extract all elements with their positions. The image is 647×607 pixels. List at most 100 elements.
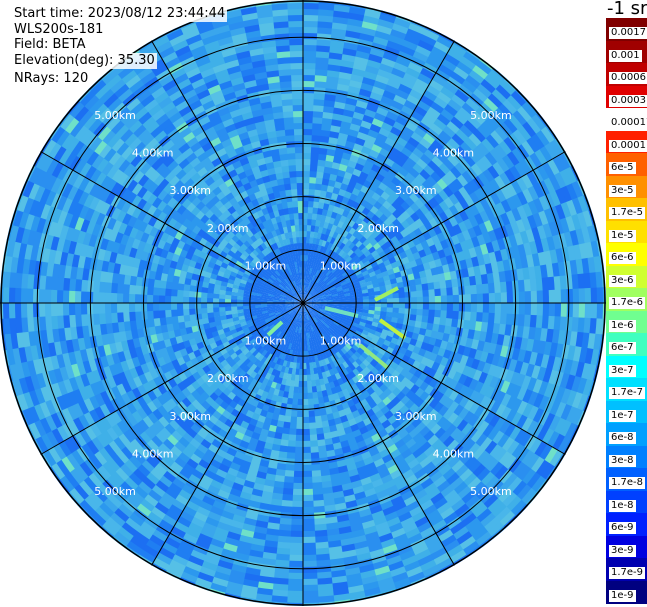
range-gate — [581, 257, 591, 275]
range-gate — [440, 108, 455, 122]
range-gate — [419, 214, 430, 225]
range-gate — [292, 482, 303, 490]
range-gate — [433, 316, 441, 326]
range-gate — [343, 262, 351, 270]
range-gate — [313, 268, 318, 276]
range-gate — [475, 485, 491, 501]
range-gate — [321, 123, 332, 132]
range-gate — [405, 267, 414, 276]
range-gate — [552, 155, 566, 174]
range-gate — [320, 258, 326, 266]
range-gate — [325, 81, 339, 90]
range-gate — [390, 28, 408, 41]
range-gate — [392, 120, 406, 132]
range-gate — [303, 218, 308, 226]
range-gate — [92, 302, 100, 315]
range-gate — [372, 35, 390, 47]
range-gate — [484, 332, 494, 344]
range-gate — [571, 408, 584, 427]
range-gate — [462, 410, 475, 424]
range-gate — [303, 236, 307, 244]
range-gate — [328, 316, 336, 322]
range-gate — [384, 136, 397, 148]
range-gate — [314, 303, 322, 305]
range-gate — [436, 502, 452, 516]
range-gate — [218, 306, 226, 312]
range-gate — [542, 161, 556, 179]
range-gate — [413, 271, 421, 280]
range-gate — [380, 95, 395, 106]
range-gate — [536, 366, 547, 382]
range-gate — [498, 323, 507, 336]
range-gate — [355, 287, 363, 292]
range-gate — [553, 417, 567, 435]
range-gate — [493, 366, 504, 380]
range-gate — [348, 330, 356, 337]
range-gate — [379, 12, 397, 24]
range-gate — [505, 182, 518, 198]
range-gate — [472, 503, 489, 519]
range-gate — [434, 309, 442, 318]
range-gate — [352, 322, 360, 328]
range-gate — [503, 117, 519, 134]
range-gate — [315, 263, 321, 271]
range-gate — [341, 318, 349, 323]
range-gate — [445, 472, 460, 486]
range-gate — [311, 289, 317, 295]
range-gate — [473, 381, 485, 394]
range-gate — [305, 272, 308, 280]
range-gate — [331, 289, 338, 294]
range-gate — [474, 392, 486, 406]
range-gate — [449, 326, 458, 336]
range-gate — [158, 302, 166, 311]
range-gate — [474, 321, 483, 332]
range-gate — [441, 174, 453, 187]
range-gate — [440, 420, 453, 433]
range-gate — [409, 314, 417, 322]
range-gate — [555, 203, 567, 221]
range-gate — [310, 267, 315, 275]
range-gate — [430, 330, 439, 340]
range-gate — [410, 463, 424, 475]
range-gate — [308, 305, 315, 309]
range-gate — [287, 584, 303, 592]
range-gate — [506, 94, 523, 111]
range-gate — [308, 303, 316, 305]
range-gate — [329, 325, 337, 332]
range-gate — [518, 291, 526, 304]
range-gate — [489, 479, 505, 495]
range-gate — [446, 287, 454, 296]
range-gate — [559, 372, 571, 390]
range-gate — [387, 414, 398, 426]
range-gate — [322, 246, 328, 254]
range-gate — [468, 390, 480, 403]
range-gate — [433, 497, 448, 511]
range-gate — [286, 590, 303, 598]
range-gate — [450, 361, 461, 372]
range-gate — [375, 257, 384, 266]
range-gate — [523, 435, 538, 452]
range-gate — [510, 371, 521, 386]
range-gate — [389, 72, 404, 85]
range-gate — [308, 301, 316, 303]
range-gate — [304, 284, 307, 292]
range-gate — [330, 250, 337, 258]
range-gate — [504, 369, 515, 384]
range-gate — [422, 132, 436, 145]
range-gate — [360, 119, 373, 130]
range-gate — [344, 297, 352, 301]
range-gate — [463, 119, 478, 134]
range-gate — [309, 428, 317, 436]
range-gate — [164, 302, 172, 311]
range-gate — [467, 414, 480, 428]
range-gate — [316, 287, 323, 293]
range-gate — [415, 314, 423, 323]
range-gate — [426, 487, 441, 501]
range-gate — [461, 512, 478, 528]
range-gate — [311, 212, 318, 221]
range-gate — [321, 117, 333, 126]
range-gate — [311, 128, 322, 136]
range-gate — [494, 292, 502, 304]
range-gate — [423, 375, 434, 386]
range-gate — [339, 341, 346, 349]
